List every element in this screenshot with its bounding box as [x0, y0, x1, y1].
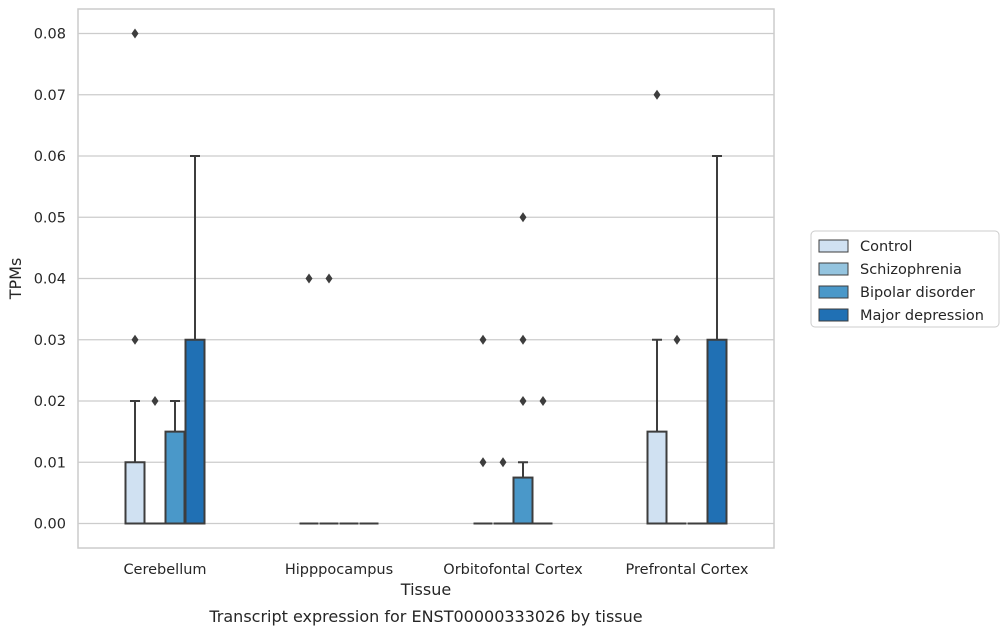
outlier-point — [539, 396, 547, 406]
y-axis-ticks: 0.00 0.01 0.02 0.03 0.04 0.05 0.06 0.07 0.08 — [34, 27, 66, 533]
x-tick-label: Prefrontal Cortex — [626, 562, 749, 578]
outlier-point — [519, 396, 527, 406]
outlier-point — [519, 334, 527, 345]
legend-swatch — [818, 239, 849, 253]
x-tick-label: Orbitofontal Cortex — [443, 562, 583, 578]
outlier-point — [305, 273, 313, 284]
box-body — [124, 461, 146, 525]
box-body — [164, 430, 186, 525]
outlier-point — [519, 212, 527, 223]
box-schizophrenia — [493, 457, 513, 525]
y-tick-label: 0.07 — [34, 88, 66, 104]
y-tick-label: 0.08 — [34, 27, 66, 43]
box-body — [646, 430, 668, 525]
box-schizophrenia — [319, 273, 339, 525]
legend-label: Control — [860, 239, 912, 255]
legend-label: Bipolar disorder — [860, 285, 975, 301]
y-tick-label: 0.04 — [34, 272, 66, 288]
box-schizophrenia — [145, 396, 165, 525]
box-plot-area — [124, 28, 728, 525]
box-control — [473, 334, 493, 525]
box-control — [646, 89, 668, 525]
outlier-point — [131, 28, 139, 39]
outlier-point — [499, 457, 507, 468]
box-bipolar-disorder — [512, 212, 534, 525]
x-axis-ticks: Cerebellum Hipppocampus Orbitofontal Corte… — [123, 562, 748, 578]
outlier-point — [325, 273, 333, 284]
outlier-point — [151, 396, 159, 406]
box-major-depression — [533, 396, 553, 525]
legend-swatch — [818, 308, 849, 322]
box-major-depression — [706, 155, 728, 525]
box-control — [124, 28, 146, 525]
y-tick-label: 0.01 — [34, 455, 66, 471]
x-tick-label: Hipppocampus — [285, 562, 393, 578]
box-bipolar-disorder — [164, 400, 186, 525]
box-body — [512, 476, 534, 525]
outlier-point — [479, 457, 487, 468]
box-schizophrenia — [667, 334, 687, 525]
box-major-depression — [184, 155, 206, 525]
legend: Control Schizophrenia Bipolar disorder Majo… — [810, 230, 1000, 328]
outlier-point — [673, 334, 681, 345]
y-tick-label: 0.06 — [34, 149, 66, 165]
legend-swatch — [818, 262, 849, 276]
y-tick-label: 0.03 — [34, 333, 66, 349]
x-axis-label: Tissue — [400, 580, 451, 599]
legend-label: Schizophrenia — [860, 262, 962, 278]
legend-frame — [810, 230, 1000, 328]
outlier-point — [479, 334, 487, 345]
y-axis-label: TPMs — [6, 258, 25, 301]
figure-caption: Transcript expression for ENST0000033302… — [208, 607, 642, 626]
legend-swatch — [818, 285, 849, 299]
plot-frame — [77, 8, 775, 549]
y-tick-label: 0.00 — [34, 517, 66, 533]
x-tick-label: Cerebellum — [123, 562, 206, 578]
y-tick-label: 0.02 — [34, 394, 66, 410]
legend-label: Major depression — [860, 308, 984, 324]
outlier-point — [653, 89, 661, 100]
box-body — [184, 338, 206, 525]
box-control — [299, 273, 319, 525]
y-tick-label: 0.05 — [34, 210, 66, 226]
outlier-point — [131, 334, 139, 345]
box-body — [706, 338, 728, 525]
